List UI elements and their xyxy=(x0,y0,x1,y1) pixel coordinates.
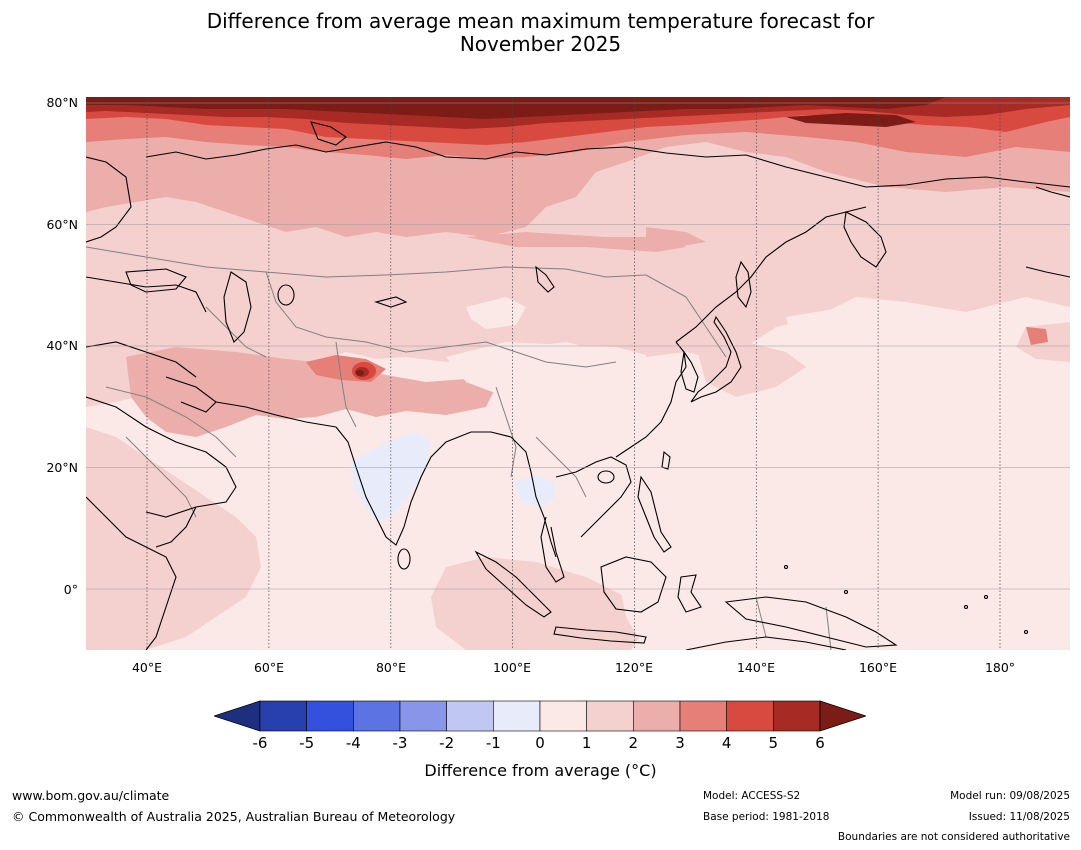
lat-label-80n: 80°N xyxy=(46,95,78,110)
forecast-map-canvas xyxy=(86,97,1070,650)
coastlines xyxy=(86,121,1070,650)
parallels xyxy=(86,102,1070,590)
colorbar-segment xyxy=(446,700,494,732)
colorbar-extend-low xyxy=(214,700,261,732)
lon-label-160e: 160°E xyxy=(858,660,897,675)
forecast-map xyxy=(86,97,1070,650)
colorbar-segment xyxy=(726,700,774,732)
colorbar-tick-label: 0 xyxy=(535,734,545,752)
lon-label-140e: 140°E xyxy=(736,660,775,675)
colorbar-tick-label: -3 xyxy=(392,734,408,752)
footer-url[interactable]: www.bom.gov.au/climate xyxy=(12,788,170,803)
colorbar-segment xyxy=(633,700,681,732)
footer-model: Model: ACCESS-S2 xyxy=(703,790,801,802)
colorbar xyxy=(214,700,866,732)
colorbar-segment xyxy=(399,700,447,732)
lon-label-60e: 60°E xyxy=(253,660,285,675)
colorbar-tick-label: 4 xyxy=(721,734,732,752)
anomaly-band-0-1-pockets xyxy=(446,297,1070,650)
colorbar-tick-label: -6 xyxy=(252,734,268,752)
footer-issued: Issued: 11/08/2025 xyxy=(968,811,1070,823)
lat-label-40n: 40°N xyxy=(46,338,78,353)
lat-label-equator: 0° xyxy=(63,582,78,597)
colorbar-segment xyxy=(586,700,634,732)
graticule xyxy=(146,97,1001,650)
colorbar-tick-label: 6 xyxy=(815,734,825,752)
colorbar-tick-label: -2 xyxy=(439,734,455,752)
colorbar-tick-label: 2 xyxy=(628,734,639,752)
footer-disclaimer: Boundaries are not considered authoritat… xyxy=(837,831,1070,843)
lon-label-120e: 120°E xyxy=(614,660,653,675)
colorbar-extend-high xyxy=(819,700,866,732)
footer-base-period: Base period: 1981-2018 xyxy=(703,811,830,823)
colorbar-segment xyxy=(493,700,541,732)
colorbar-tick-label: 3 xyxy=(675,734,685,752)
colorbar-tick-label: -5 xyxy=(299,734,315,752)
map-title-line-1: Difference from average mean maximum tem… xyxy=(206,9,875,33)
lon-label-40e: 40°E xyxy=(131,660,163,675)
colorbar-segment xyxy=(353,700,401,732)
colorbar-tick-label: 1 xyxy=(581,734,592,752)
map-title: Difference from average mean maximum tem… xyxy=(0,10,1081,56)
colorbar-label: Difference from average (°C) xyxy=(424,761,657,780)
footer-copyright: © Commonwealth of Australia 2025, Austra… xyxy=(12,809,456,824)
lon-label-80e: 80°E xyxy=(375,660,407,675)
lat-label-60n: 60°N xyxy=(46,217,78,232)
colorbar-segment xyxy=(539,700,587,732)
colorbar-tick-label: -1 xyxy=(485,734,501,752)
lon-label-100e: 100°E xyxy=(492,660,531,675)
colorbar-segment xyxy=(679,700,727,732)
colorbar-tick-label: -4 xyxy=(345,734,361,752)
colorbar-segment xyxy=(773,700,821,732)
footer-model-run: Model run: 09/08/2025 xyxy=(950,790,1070,802)
colorbar-tick-label: 5 xyxy=(768,734,779,752)
country-borders xyxy=(86,246,832,650)
colorbar-segment xyxy=(259,700,307,732)
lon-label-180: 180° xyxy=(984,660,1016,675)
colorbar-segment xyxy=(306,700,354,732)
lat-label-20n: 20°N xyxy=(46,460,78,475)
anomaly-band-gt6 xyxy=(86,97,946,376)
map-title-line-2: November 2025 xyxy=(459,32,622,56)
